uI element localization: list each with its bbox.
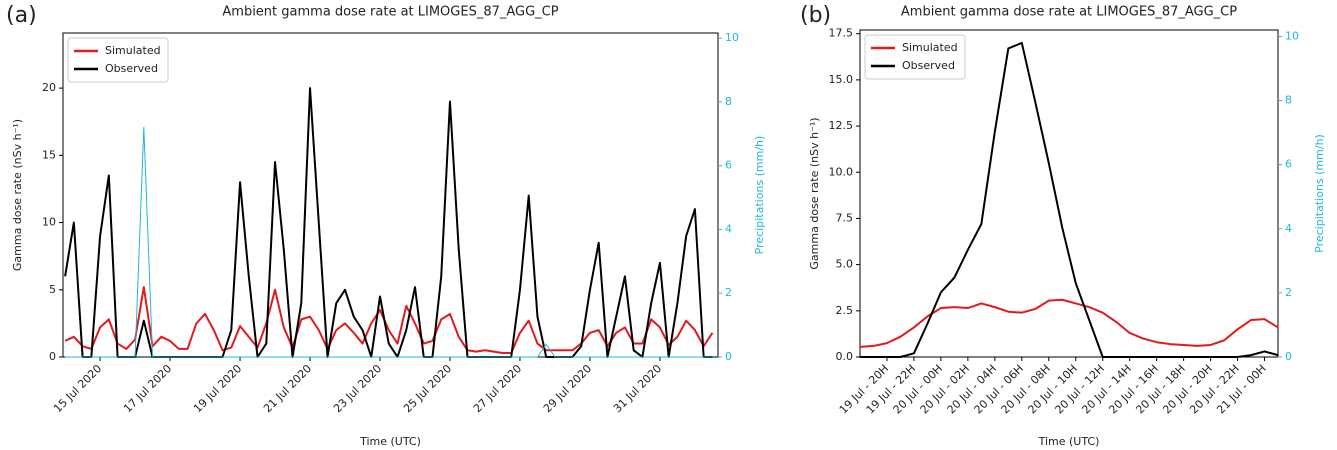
series-line [860,41,1279,358]
x-tick-label: 15 Jul 2020 [51,362,104,415]
legend-label: Simulated [105,44,161,57]
y2-tick-label: 2 [725,286,732,299]
precipitation-line [65,126,713,358]
x-tick-label: 23 Jul 2020 [331,362,384,415]
y2-tick-label: 4 [725,222,732,235]
y2-tick-label: 4 [1285,222,1292,235]
chart-title: Ambient gamma dose rate at LIMOGES_87_AG… [222,5,558,20]
y2-axis-label: Precipitations (mm/h) [753,136,766,255]
series-line [64,87,713,358]
x-axis-label: Time (UTC) [359,435,421,448]
x-tick-label: 17 Jul 2020 [121,362,174,415]
series-line [859,298,1279,348]
y-tick-label: 7.5 [836,211,854,224]
legend-box [864,34,966,80]
legend-box [67,37,169,83]
y-tick-label: 5 [49,283,56,296]
x-tick-label: 29 Jul 2020 [541,362,594,415]
y-tick-label: 5.0 [836,258,854,271]
y2-axis-label: Precipitations (mm/h) [1313,134,1326,253]
plot-frame [859,29,1279,358]
y2-tick-label: 6 [1285,158,1292,171]
y-tick-label: 0 [49,350,56,363]
y-tick-label: 20 [42,81,56,94]
y2-tick-label: 0 [725,350,732,363]
y-tick-label: 17.5 [829,27,854,40]
y2-tick-label: 8 [725,95,732,108]
x-tick-label: 27 Jul 2020 [471,362,524,415]
y2-tick-label: 0 [1285,350,1292,363]
y2-tick-label: 10 [725,31,739,44]
y2-tick-label: 10 [1285,29,1299,42]
x-tick-label: 25 Jul 2020 [401,362,454,415]
y-tick-label: 0.0 [836,350,854,363]
legend-label: Observed [105,62,158,75]
y-tick-label: 15.0 [829,73,854,86]
x-tick-label: 21 Jul 2020 [261,362,314,415]
y2-tick-label: 2 [1285,286,1292,299]
legend-label: Simulated [902,41,958,54]
panel-label: (b) [800,3,831,28]
y-tick-label: 2.5 [836,304,854,317]
y2-tick-label: 8 [1285,94,1292,107]
y2-tick-label: 6 [725,159,732,172]
x-axis-label: Time (UTC) [1038,435,1100,448]
legend-label: Observed [902,59,955,72]
chart-title: Ambient gamma dose rate at LIMOGES_87_AG… [901,5,1237,20]
x-tick-label: 19 Jul 2020 [191,362,244,415]
y-tick-label: 15 [42,148,56,161]
series-line [64,286,714,354]
y-tick-label: 10 [42,216,56,229]
panel-label: (a) [6,3,37,28]
x-tick-label: 31 Jul 2020 [611,362,664,415]
y-tick-label: 10.0 [829,165,854,178]
y-tick-label: 12.5 [829,119,854,132]
y-axis-label: Gamma dose rate (nSv h⁻¹) [808,117,821,269]
y-axis-label: Gamma dose rate (nSv h⁻¹) [11,119,24,271]
